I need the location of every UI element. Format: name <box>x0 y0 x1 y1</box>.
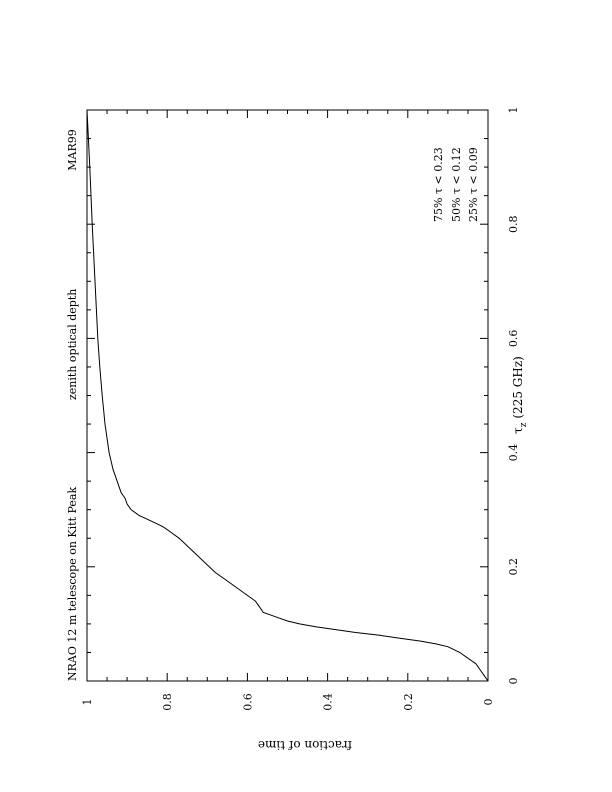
x-tick-label: 0.6 <box>507 330 520 348</box>
x-tick-label: 1 <box>507 107 520 114</box>
x-axis-label-subscript: z <box>519 422 529 427</box>
y-axis-tick-labels: 0 0.2 0.4 0.6 0.8 1 <box>81 693 495 711</box>
x-tick-label: 0.2 <box>507 558 520 576</box>
y-tick-label: 1 <box>81 699 94 706</box>
x-axis-label: τz (225 GHz) <box>511 356 529 434</box>
y-tick-label: 0.4 <box>322 693 335 711</box>
y-tick-label: 0 <box>482 699 495 706</box>
x-tick-label: 0.4 <box>507 444 520 462</box>
x-tick-label: 0 <box>507 678 520 685</box>
x-axis-label-symbol: τ <box>511 427 525 434</box>
period-label: MAR99 <box>66 129 79 171</box>
y-tick-label: 0.6 <box>241 693 254 711</box>
y-axis-ticks <box>86 110 489 681</box>
percentile-annotation-25: 25% τ < 0.09 <box>467 147 480 222</box>
plot-frame <box>86 109 489 682</box>
chart-subtitle: zenith optical depth <box>66 289 79 400</box>
percentile-annotation-75: 75% τ < 0.23 <box>432 147 445 222</box>
x-tick-label: 0.8 <box>507 215 520 233</box>
percentile-annotation-50: 50% τ < 0.12 <box>450 147 463 222</box>
y-tick-label: 0.8 <box>161 693 174 711</box>
x-axis-label-rest: (225 GHz) <box>511 356 525 422</box>
y-tick-label: 0.2 <box>402 693 415 711</box>
x-axis-tick-labels: 0 0.2 0.4 0.6 0.8 1 <box>507 107 520 685</box>
y-axis-label: fraction of time <box>258 738 352 752</box>
x-axis-ticks <box>87 109 488 682</box>
series-line <box>86 109 489 682</box>
chart-title: NRAO 12 m telescope on Kitt Peak <box>66 487 79 681</box>
